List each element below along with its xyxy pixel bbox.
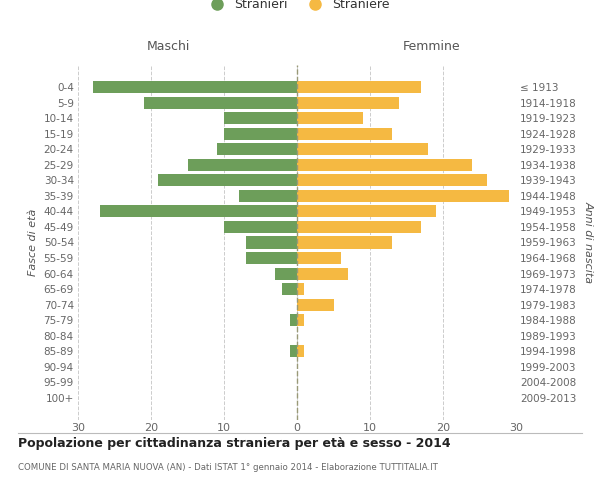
Bar — [297, 252, 341, 264]
Bar — [224, 112, 297, 124]
Bar — [100, 206, 297, 218]
Bar — [217, 144, 297, 156]
Bar — [224, 221, 297, 233]
Bar — [297, 345, 304, 358]
Bar — [297, 314, 304, 326]
Text: Popolazione per cittadinanza straniera per età e sesso - 2014: Popolazione per cittadinanza straniera p… — [18, 438, 451, 450]
Text: Maschi: Maschi — [146, 40, 190, 52]
Bar — [246, 252, 297, 264]
Bar — [297, 159, 472, 171]
Bar — [297, 128, 392, 140]
Y-axis label: Anni di nascita: Anni di nascita — [584, 202, 593, 283]
Text: COMUNE DI SANTA MARIA NUOVA (AN) - Dati ISTAT 1° gennaio 2014 - Elaborazione TUT: COMUNE DI SANTA MARIA NUOVA (AN) - Dati … — [18, 462, 438, 471]
Bar — [275, 268, 297, 280]
Bar — [283, 283, 297, 295]
Bar — [187, 159, 297, 171]
Bar — [297, 112, 362, 124]
Bar — [246, 236, 297, 248]
Bar — [297, 236, 392, 248]
Bar — [239, 190, 297, 202]
Bar — [290, 345, 297, 358]
Bar — [297, 190, 509, 202]
Text: Femmine: Femmine — [403, 40, 461, 52]
Bar — [297, 174, 487, 186]
Bar — [297, 96, 399, 109]
Bar — [297, 144, 428, 156]
Bar — [297, 81, 421, 94]
Y-axis label: Fasce di età: Fasce di età — [28, 209, 38, 276]
Bar — [144, 96, 297, 109]
Bar — [297, 268, 348, 280]
Bar — [92, 81, 297, 94]
Bar — [224, 128, 297, 140]
Legend: Stranieri, Straniere: Stranieri, Straniere — [199, 0, 395, 16]
Bar — [290, 314, 297, 326]
Bar — [297, 206, 436, 218]
Bar — [158, 174, 297, 186]
Bar — [297, 283, 304, 295]
Bar — [297, 298, 334, 310]
Bar — [297, 221, 421, 233]
